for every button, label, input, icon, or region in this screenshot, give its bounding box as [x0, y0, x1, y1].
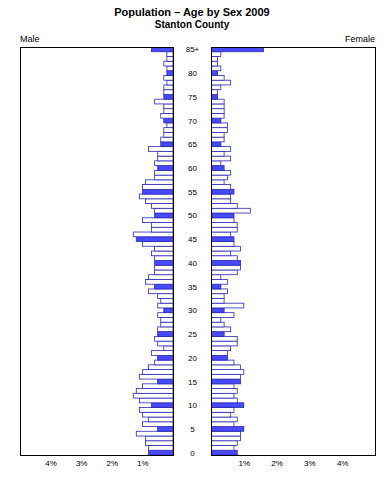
svg-text:4%: 4%	[45, 459, 57, 468]
svg-text:75: 75	[188, 93, 197, 102]
svg-text:20: 20	[188, 354, 197, 363]
svg-text:5: 5	[190, 425, 195, 434]
svg-text:55: 55	[188, 188, 197, 197]
svg-text:60: 60	[188, 164, 197, 173]
svg-text:50: 50	[188, 211, 197, 220]
svg-text:70: 70	[188, 117, 197, 126]
html-text:Stanton County: Stanton County	[154, 19, 230, 30]
svg-text:2%: 2%	[107, 459, 119, 468]
svg-text:25: 25	[188, 330, 197, 339]
svg-text:10: 10	[188, 401, 197, 410]
svg-text:45: 45	[188, 235, 197, 244]
svg-text:30: 30	[188, 306, 197, 315]
svg-text:1%: 1%	[137, 459, 149, 468]
svg-text:3%: 3%	[76, 459, 88, 468]
svg-text:15: 15	[188, 378, 197, 387]
html-text:Female: Female	[345, 34, 375, 44]
svg-text:65: 65	[188, 140, 197, 149]
svg-text:2%: 2%	[271, 459, 283, 468]
svg-text:0: 0	[190, 449, 195, 458]
html-text:Male: Male	[20, 34, 40, 44]
html-text:Population – Age by Sex 2009: Population – Age by Sex 2009	[114, 6, 270, 18]
svg-text:1%: 1%	[239, 459, 251, 468]
svg-text:40: 40	[188, 259, 197, 268]
svg-text:80: 80	[188, 69, 197, 78]
svg-text:3%: 3%	[304, 459, 316, 468]
svg-text:35: 35	[188, 283, 197, 292]
svg-text:4%: 4%	[337, 459, 349, 468]
svg-text:85+: 85+	[186, 45, 200, 54]
